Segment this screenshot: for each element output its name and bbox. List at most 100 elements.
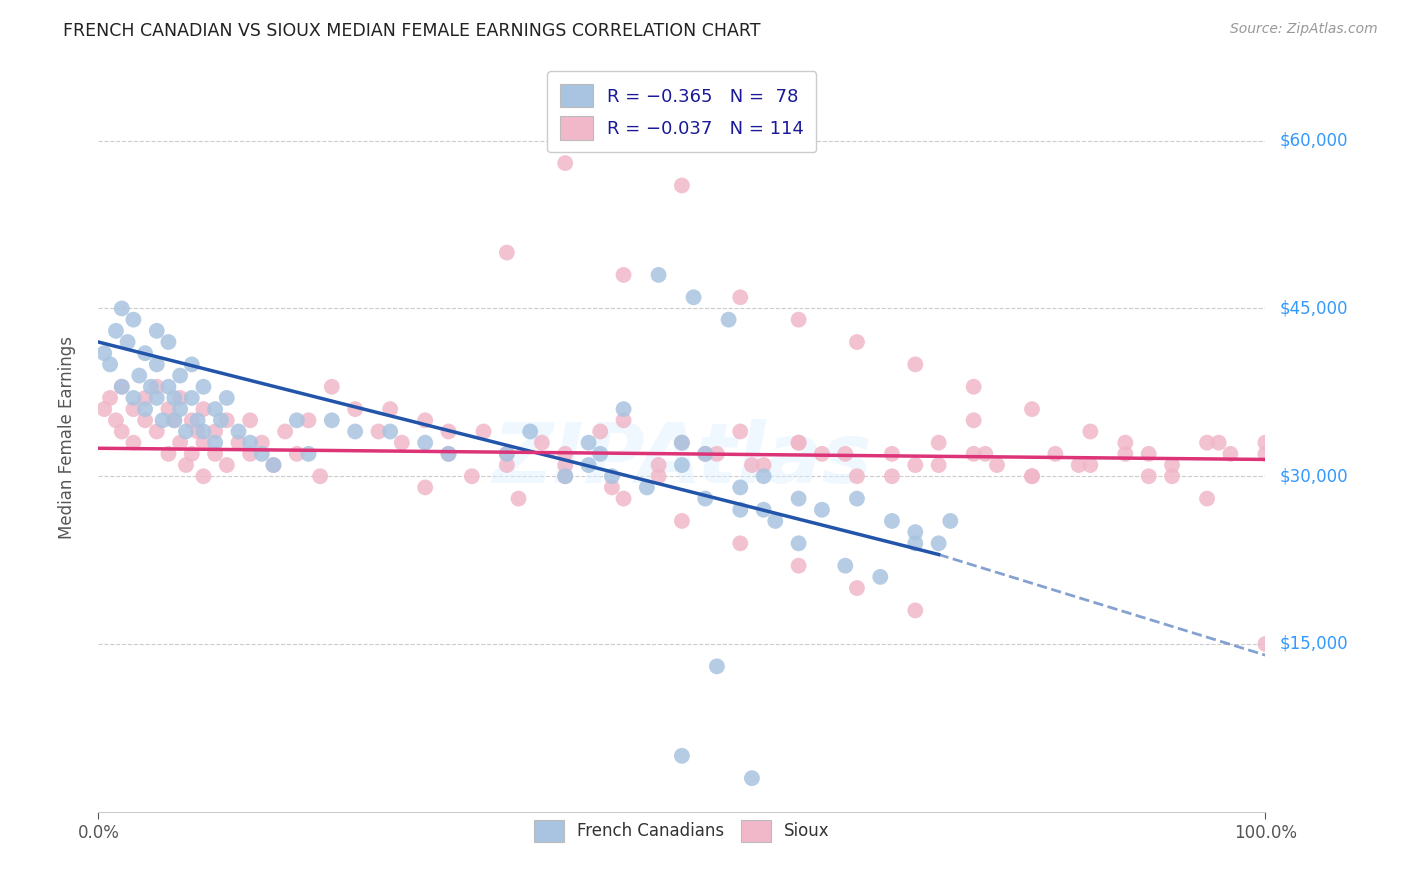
Point: [122, 402, 145, 417]
Point: [613, 491, 636, 506]
Point: [496, 447, 519, 461]
Point: [297, 413, 319, 427]
Point: [169, 368, 191, 383]
Point: [1114, 435, 1136, 450]
Point: [134, 413, 156, 427]
Point: [695, 447, 717, 461]
Point: [787, 536, 810, 550]
Point: [589, 425, 612, 439]
Point: [554, 447, 576, 461]
Point: [321, 413, 343, 427]
Point: [262, 458, 284, 472]
Point: [134, 346, 156, 360]
Point: [344, 402, 367, 417]
Point: [193, 380, 215, 394]
Point: [554, 469, 576, 483]
Point: [496, 458, 519, 472]
Point: [146, 391, 169, 405]
Point: [508, 491, 530, 506]
Point: [1021, 469, 1043, 483]
Point: [174, 458, 197, 472]
Point: [647, 268, 669, 282]
Point: [730, 536, 752, 550]
Point: [128, 368, 150, 383]
Point: [752, 502, 775, 516]
Point: [93, 346, 115, 360]
Point: [787, 491, 810, 506]
Point: [146, 324, 169, 338]
Point: [174, 425, 197, 439]
Point: [122, 312, 145, 326]
Text: $60,000: $60,000: [1279, 132, 1348, 150]
Point: [204, 435, 226, 450]
Point: [139, 380, 162, 394]
Point: [1254, 637, 1277, 651]
Point: [730, 502, 752, 516]
Point: [309, 469, 332, 483]
Y-axis label: Median Female Earnings: Median Female Earnings: [58, 335, 76, 539]
Point: [1021, 402, 1043, 417]
Point: [187, 425, 209, 439]
Point: [193, 425, 215, 439]
Point: [671, 178, 693, 193]
Point: [413, 413, 436, 427]
Point: [904, 603, 927, 617]
Point: [367, 425, 389, 439]
Point: [215, 458, 238, 472]
Point: [1067, 458, 1090, 472]
Point: [204, 425, 226, 439]
Point: [157, 334, 180, 349]
Point: [741, 458, 763, 472]
Point: [239, 413, 262, 427]
Point: [104, 324, 127, 338]
Point: [904, 536, 927, 550]
Point: [671, 514, 693, 528]
Point: [215, 391, 238, 405]
Legend: French Canadians, Sioux: French Canadians, Sioux: [527, 814, 837, 848]
Point: [647, 469, 669, 483]
Point: [730, 480, 752, 494]
Point: [613, 268, 636, 282]
Point: [869, 570, 891, 584]
Point: [589, 447, 612, 461]
Point: [496, 447, 519, 461]
Point: [1161, 469, 1184, 483]
Point: [787, 435, 810, 450]
Point: [204, 447, 226, 461]
Point: [163, 413, 186, 427]
Point: [928, 435, 950, 450]
Point: [671, 748, 693, 763]
Point: [880, 447, 903, 461]
Point: [671, 458, 693, 472]
Point: [939, 514, 962, 528]
Point: [193, 435, 215, 450]
Point: [928, 458, 950, 472]
Point: [187, 413, 209, 427]
Point: [111, 301, 134, 316]
Point: [117, 334, 139, 349]
Point: [671, 435, 693, 450]
Point: [787, 558, 810, 573]
Point: [134, 391, 156, 405]
Point: [239, 447, 262, 461]
Point: [262, 458, 284, 472]
Point: [647, 458, 669, 472]
Point: [380, 402, 402, 417]
Point: [344, 425, 367, 439]
Point: [1137, 447, 1160, 461]
Point: [163, 391, 186, 405]
Point: [180, 447, 202, 461]
Point: [613, 402, 636, 417]
Point: [321, 380, 343, 394]
Point: [1195, 435, 1218, 450]
Point: [146, 358, 169, 372]
Point: [811, 502, 834, 516]
Point: [974, 447, 997, 461]
Point: [578, 458, 600, 472]
Point: [880, 514, 903, 528]
Point: [98, 358, 121, 372]
Point: [1208, 435, 1230, 450]
Point: [163, 413, 186, 427]
Point: [962, 380, 984, 394]
Point: [1254, 435, 1277, 450]
